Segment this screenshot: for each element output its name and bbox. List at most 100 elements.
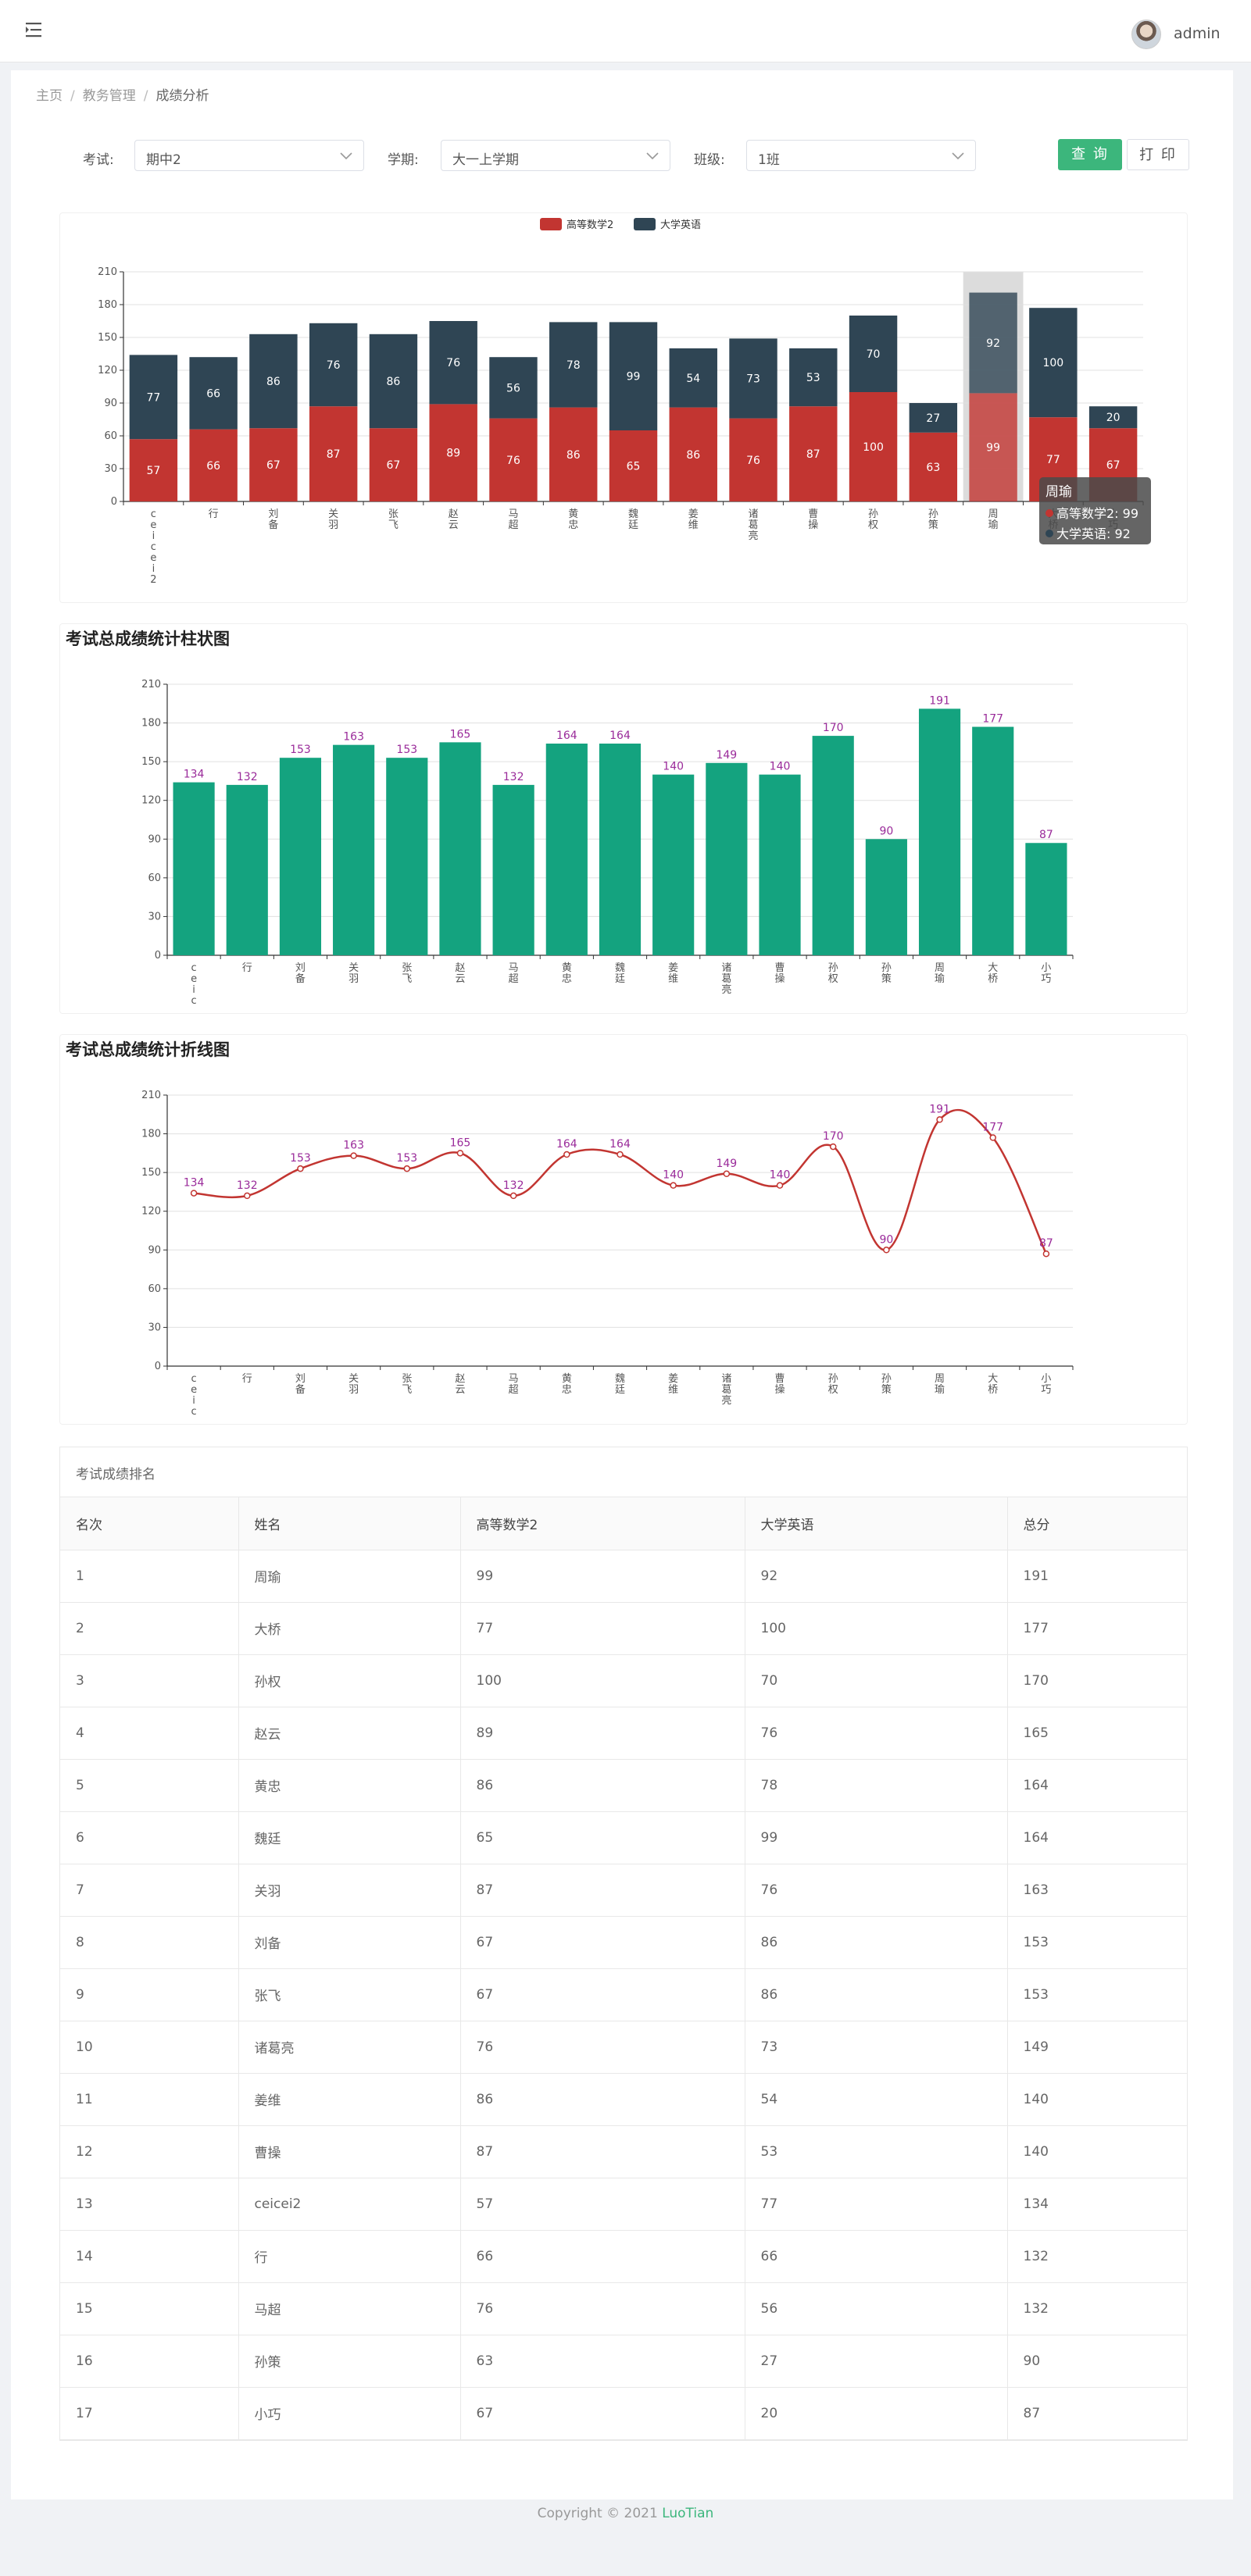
- table-cell: 76: [460, 2021, 745, 2074]
- x-tick-label: 行: [209, 508, 219, 520]
- column-header: 高等数学2: [460, 1497, 745, 1550]
- x-tick-label: 孙权: [828, 1373, 838, 1396]
- bar-total: [226, 784, 268, 955]
- line-point: [829, 1143, 837, 1151]
- data-label: 140: [663, 1169, 684, 1182]
- line-point: [456, 1150, 464, 1157]
- x-tick-label: 小巧: [1041, 1373, 1051, 1396]
- x-tick-label: 黄忠: [562, 962, 572, 985]
- exam-select[interactable]: 期中2: [134, 140, 364, 171]
- x-tick-label: 马超: [508, 508, 518, 531]
- bar-total: [865, 839, 907, 955]
- table-cell: 11: [60, 2073, 239, 2126]
- data-label-math: 77: [1046, 454, 1060, 466]
- ranking-table: 名次 姓名 高等数学2 大学英语 总分 1 周瑜 99 92 191 2 大桥 77 100 177 3 孙权…: [60, 1497, 1187, 2440]
- bar-total: [759, 774, 801, 955]
- table-row: 5 黄忠 86 78 164: [60, 1759, 1187, 1812]
- line-point: [776, 1182, 784, 1189]
- print-button[interactable]: 打 印: [1127, 139, 1189, 170]
- y-tick-label: 0: [155, 950, 161, 962]
- table-cell: 70: [745, 1654, 1008, 1707]
- data-label: 132: [503, 771, 524, 783]
- table-cell: 56: [745, 2282, 1008, 2335]
- table-row: 1 周瑜 99 92 191: [60, 1550, 1187, 1603]
- menu-fold-icon[interactable]: [23, 20, 44, 39]
- class-select[interactable]: 1班: [746, 140, 976, 171]
- column-header: 名次: [60, 1497, 239, 1550]
- breadcrumb-academic[interactable]: 教务管理: [82, 88, 136, 104]
- breadcrumb-home[interactable]: 主页: [36, 88, 63, 104]
- bar-math: [429, 404, 477, 501]
- x-tick-label: 赵云: [449, 508, 459, 531]
- data-label: 149: [716, 749, 737, 762]
- table-row: 3 孙权 100 70 170: [60, 1654, 1187, 1707]
- table-cell: 77: [460, 1602, 745, 1655]
- bar-english: [609, 322, 658, 430]
- table-cell: 89: [460, 1707, 745, 1760]
- data-label: 132: [237, 1179, 258, 1192]
- table-cell: 87: [460, 2125, 745, 2178]
- data-label-english: 53: [806, 372, 820, 384]
- table-row: 4 赵云 89 76 165: [60, 1707, 1187, 1760]
- ranking-title: 考试成绩排名: [60, 1447, 1187, 1497]
- table-cell: 8: [60, 1916, 239, 1969]
- table-cell: 孙权: [238, 1654, 461, 1707]
- table-cell: 67: [460, 1916, 745, 1969]
- term-select[interactable]: 大一上学期: [441, 140, 670, 171]
- x-tick-label: 姜维: [668, 1373, 678, 1396]
- table-cell: 16: [60, 2335, 239, 2388]
- table-cell: 191: [1007, 1550, 1187, 1603]
- table-cell: 92: [745, 1550, 1008, 1603]
- x-tick-label: 曹操: [775, 962, 785, 985]
- chevron-down-icon: [646, 152, 659, 160]
- line-point: [883, 1247, 890, 1254]
- footer-brand-link[interactable]: LuoTian: [662, 2506, 714, 2521]
- y-tick-label: 120: [141, 795, 161, 807]
- table-cell: 诸葛亮: [238, 2021, 461, 2074]
- username[interactable]: admin: [1174, 25, 1221, 42]
- data-label-english: 99: [627, 371, 641, 384]
- x-tick-label: 关羽: [348, 962, 359, 985]
- data-label: 153: [396, 1152, 417, 1165]
- stacked-chart-panel: 高等数学2 大学英语 0 30 60 90 120 150 180 210 c e i c e i 2 行 刘备 关羽…: [59, 212, 1188, 603]
- data-label-english: 54: [686, 373, 700, 385]
- data-label: 164: [609, 730, 631, 742]
- x-tick-label: 诸葛亮: [721, 962, 731, 996]
- x-tick-label: 行: [242, 1373, 252, 1385]
- legend-swatch: [634, 218, 656, 230]
- bar-total: [173, 782, 215, 955]
- table-cell: 164: [1007, 1759, 1187, 1812]
- avatar[interactable]: [1131, 20, 1161, 49]
- data-label: 149: [716, 1158, 737, 1170]
- bar-total: [599, 744, 642, 955]
- y-tick-label: 60: [148, 1283, 161, 1295]
- table-row: 13 ceicei2 57 77 134: [60, 2178, 1187, 2231]
- table-cell: 张飞: [238, 1968, 461, 2021]
- table-cell: 100: [745, 1602, 1008, 1655]
- data-label-english: 76: [446, 357, 460, 369]
- data-label: 163: [343, 1140, 364, 1152]
- data-label: 165: [450, 728, 471, 740]
- bar-english: [249, 334, 298, 429]
- table-cell: 63: [460, 2335, 745, 2388]
- x-tick-label: 诸葛亮: [749, 508, 759, 542]
- table-cell: 3: [60, 1654, 239, 1707]
- column-header: 大学英语: [745, 1497, 1008, 1550]
- query-button[interactable]: 查 询: [1058, 139, 1122, 170]
- table-row: 2 大桥 77 100 177: [60, 1602, 1187, 1655]
- x-tick-label: 张飞: [402, 962, 412, 985]
- data-label-math: 57: [146, 465, 160, 477]
- bar-math: [669, 407, 717, 501]
- table-cell: 2: [60, 1602, 239, 1655]
- footer: Copyright © 2021 LuoTian: [0, 2506, 1251, 2521]
- y-tick-label: 30: [148, 911, 161, 922]
- table-cell: 周瑜: [238, 1550, 461, 1603]
- y-tick-label: 210: [141, 1090, 161, 1101]
- line-point: [190, 1190, 198, 1197]
- table-cell: 12: [60, 2125, 239, 2178]
- table-cell: 163: [1007, 1864, 1187, 1917]
- x-tick-label: 孙策: [881, 962, 892, 985]
- data-label: 170: [823, 1130, 844, 1143]
